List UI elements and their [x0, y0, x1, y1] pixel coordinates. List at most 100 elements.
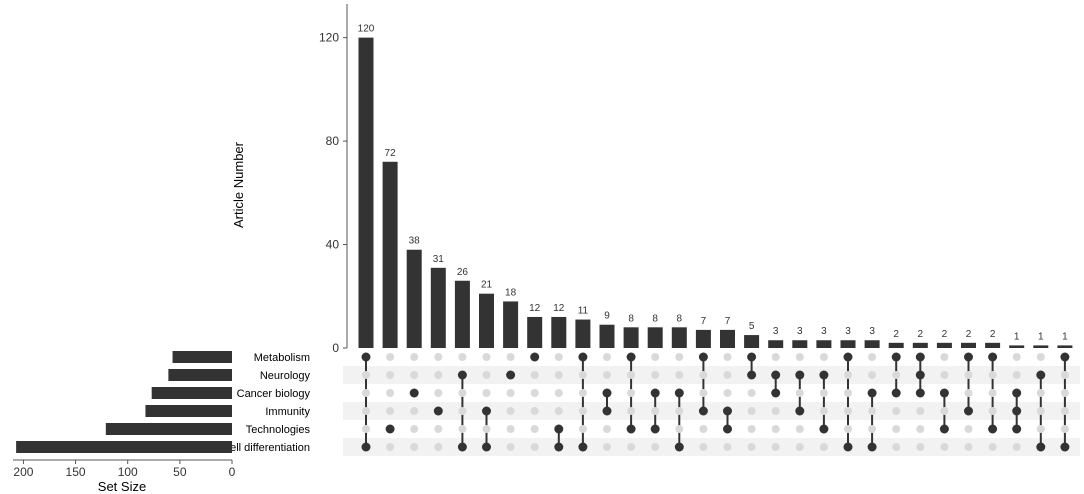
- matrix-dot-inactive: [771, 353, 780, 361]
- intersection-bar: [744, 335, 760, 348]
- matrix-dot-inactive: [868, 371, 877, 379]
- set-size-axis: 200 150 100 50 0: [13, 459, 236, 479]
- matrix-dot-active: [578, 442, 588, 452]
- matrix-dot-inactive: [386, 389, 395, 397]
- intersection-bar: [503, 301, 519, 348]
- matrix-dot-inactive: [434, 353, 443, 361]
- matrix-dot-active: [915, 370, 925, 380]
- matrix-dot-inactive: [362, 371, 370, 379]
- matrix-dot-inactive: [578, 389, 587, 397]
- matrix-dot-inactive: [1036, 389, 1045, 397]
- matrix-dot-active: [554, 442, 564, 452]
- row-stripe: [343, 438, 1080, 456]
- intersection-bar: [599, 324, 615, 348]
- matrix-dot-inactive: [844, 425, 852, 433]
- matrix-dot-inactive: [482, 389, 491, 397]
- matrix-dot-inactive: [410, 371, 419, 379]
- matrix-dot-inactive: [699, 389, 708, 397]
- matrix-dot-inactive: [819, 443, 828, 451]
- matrix-dot-inactive: [747, 407, 756, 415]
- intersection-bar: [430, 267, 446, 348]
- matrix-dot-active: [964, 352, 973, 362]
- matrix-dot-inactive: [940, 353, 949, 361]
- matrix-dot-active: [698, 352, 708, 362]
- intersection-bar: [961, 342, 976, 348]
- intersection-bar: [623, 327, 639, 348]
- bar-value-label: 26: [457, 267, 469, 278]
- matrix-dot-inactive: [771, 407, 780, 415]
- matrix-dot-inactive: [362, 407, 370, 415]
- matrix-dot-active: [891, 388, 901, 398]
- matrix-dot-inactive: [434, 371, 443, 379]
- bar-value-label: 18: [505, 287, 517, 298]
- set-size-bar: [105, 423, 232, 435]
- bar-value-label: 7: [701, 316, 707, 327]
- matrix-dot-inactive: [386, 443, 395, 451]
- set-label: Technologies: [246, 424, 311, 436]
- intersection-bar: [406, 249, 422, 348]
- matrix-dot-active: [1036, 370, 1046, 380]
- intersection-bar: [840, 340, 856, 348]
- matrix-dot-inactive: [988, 407, 997, 415]
- matrix-dot-inactive: [458, 389, 467, 397]
- matrix-dot-active: [385, 424, 395, 434]
- matrix-dot-inactive: [362, 389, 370, 397]
- set-size-bar: [172, 351, 232, 363]
- matrix-dot-inactive: [482, 425, 491, 433]
- bar-value-label: 12: [553, 303, 565, 314]
- matrix-dot-inactive: [988, 443, 997, 451]
- matrix-dot-inactive: [386, 407, 395, 415]
- bar-value-label: 8: [677, 313, 683, 324]
- matrix-dot-inactive: [940, 443, 949, 451]
- matrix-dot-active: [819, 370, 829, 380]
- matrix-dot-inactive: [506, 353, 515, 361]
- matrix-dot-inactive: [844, 407, 852, 415]
- intersection-bar: [1009, 345, 1025, 348]
- matrix-dot-inactive: [530, 425, 539, 433]
- matrix-dot-active: [698, 406, 708, 416]
- matrix-dot-active: [988, 424, 998, 434]
- matrix-dot-inactive: [747, 425, 756, 433]
- matrix-dot-active: [723, 406, 732, 416]
- set-size-bars: [16, 351, 232, 453]
- matrix-dot-active: [747, 370, 757, 380]
- set-label: Immunity: [265, 406, 310, 418]
- matrix-dot-active: [747, 352, 757, 362]
- matrix-dot-active: [939, 424, 949, 434]
- matrix-dot-inactive: [844, 371, 852, 379]
- matrix-dot-inactive: [458, 407, 467, 415]
- bar-value-label: 8: [628, 313, 634, 324]
- matrix-dot-active: [1012, 424, 1022, 434]
- matrix-dot-inactive: [723, 443, 732, 451]
- matrix-dot-inactive: [723, 371, 732, 379]
- matrix-dot-inactive: [530, 407, 539, 415]
- matrix-dot-inactive: [771, 443, 780, 451]
- intersection-bar: [695, 329, 711, 348]
- matrix-dot-active: [867, 388, 877, 398]
- set-label: Cancer biology: [237, 388, 311, 400]
- matrix-dot-inactive: [892, 443, 901, 451]
- matrix-dot-inactive: [434, 443, 443, 451]
- matrix-dot-active: [1012, 406, 1022, 416]
- matrix-dot-inactive: [699, 425, 708, 433]
- matrix-dot-inactive: [795, 443, 804, 451]
- set-size-bar: [168, 369, 232, 381]
- matrix-dot-inactive: [530, 371, 539, 379]
- set-size-tick-label: 0: [229, 465, 236, 479]
- y-axis-title: Article Number: [231, 141, 246, 228]
- matrix-dot-inactive: [964, 425, 973, 433]
- matrix-dot-inactive: [1060, 371, 1069, 379]
- set-labels: Metabolism Neurology Cancer biology Immunit…: [222, 352, 310, 454]
- matrix-dot-inactive: [1012, 443, 1021, 451]
- matrix-dot-inactive: [868, 353, 877, 361]
- set-size-bar: [16, 441, 232, 453]
- matrix-dot-inactive: [506, 443, 515, 451]
- matrix-dot-inactive: [627, 389, 636, 397]
- matrix-dot-inactive: [940, 407, 949, 415]
- y-axis: 0 40 80 120: [319, 4, 348, 355]
- matrix-dot-active: [819, 424, 829, 434]
- matrix-dot-inactive: [723, 353, 732, 361]
- matrix-dot-inactive: [578, 425, 587, 433]
- bar-value-label: 8: [652, 313, 658, 324]
